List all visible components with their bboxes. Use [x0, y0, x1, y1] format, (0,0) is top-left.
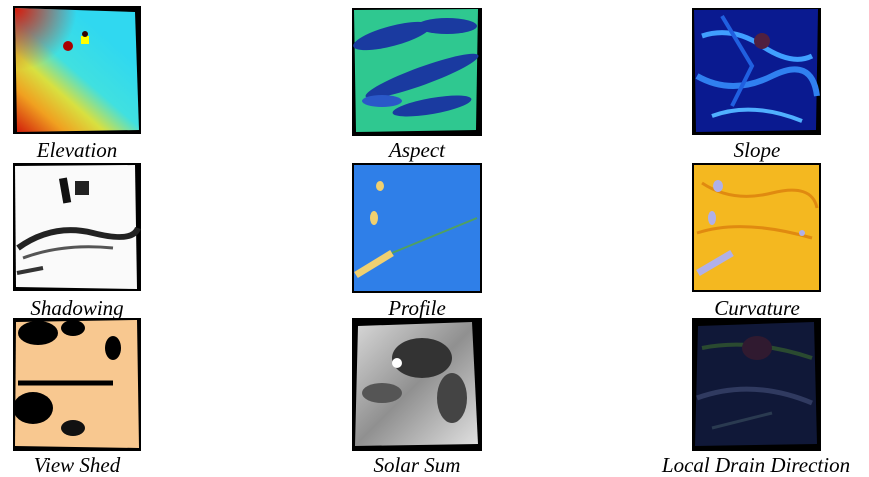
- elevation-image: [13, 6, 141, 134]
- panel-caption: Solar Sum: [267, 454, 567, 476]
- panel-caption: Shadowing: [0, 297, 227, 319]
- figure: Elevation Aspect Slope Shadowing: [0, 0, 869, 477]
- view-shed-image: [13, 318, 141, 451]
- panel-caption: Elevation: [0, 139, 227, 161]
- local-drain-direction-image: [692, 318, 821, 451]
- panel-caption: Curvature: [607, 297, 869, 319]
- shadowing-image: [13, 163, 141, 291]
- aspect-image: [352, 6, 482, 136]
- solar-sum-image: [352, 318, 482, 451]
- panel-caption: Local Drain Direction: [606, 454, 869, 476]
- curvature-image: [692, 163, 821, 292]
- panel-caption: Aspect: [267, 139, 567, 161]
- panel-caption: View Shed: [0, 454, 227, 476]
- panel-caption: Slope: [607, 139, 869, 161]
- profile-image: [352, 163, 482, 293]
- slope-image: [692, 6, 821, 135]
- panel-caption: Profile: [267, 297, 567, 319]
